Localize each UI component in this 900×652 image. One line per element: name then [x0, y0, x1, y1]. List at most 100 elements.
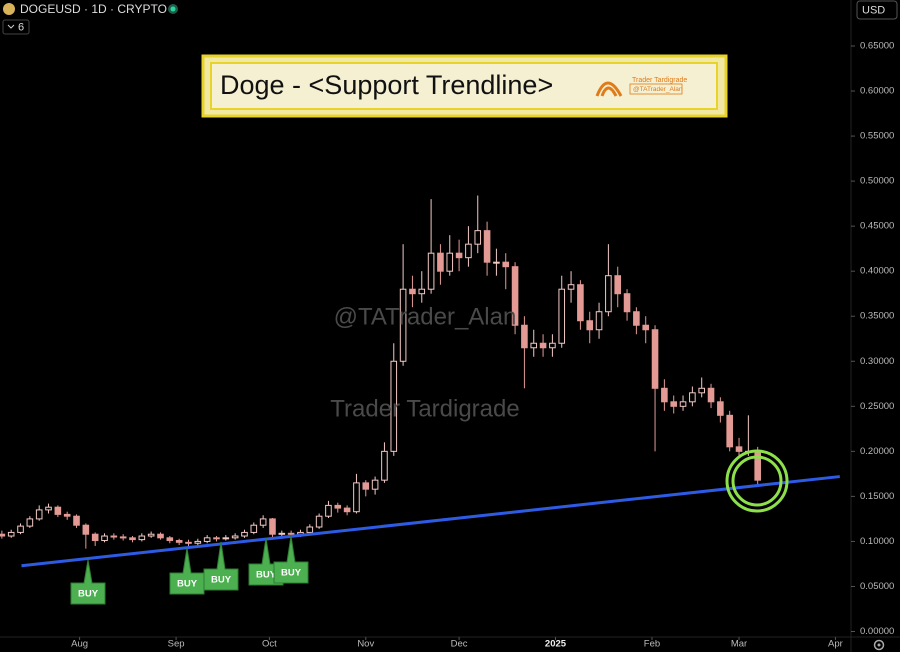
candle-body	[651, 329, 659, 389]
plot	[0, 195, 761, 549]
candle-body	[306, 526, 314, 533]
buy-marker	[273, 535, 309, 584]
buy-label: BUY	[256, 570, 277, 581]
y-tick-label: 0.00000	[860, 626, 894, 637]
candle-body	[315, 515, 323, 528]
candle-body	[343, 507, 351, 513]
banner-handle: @TATrader_Alan	[633, 86, 683, 93]
y-tick-label: 0.35000	[860, 311, 894, 322]
logo	[595, 81, 623, 97]
candle-body	[259, 518, 267, 526]
candle-body	[717, 401, 724, 416]
x-tick-label: 2025	[545, 639, 567, 650]
highlight-ring	[725, 449, 789, 513]
y-tick-label: 0.20000	[860, 446, 894, 457]
candle-body	[670, 401, 678, 407]
x-tick-label: Aug	[71, 639, 88, 650]
status-dot-inner	[170, 6, 176, 12]
y-tick-label: 0.25000	[860, 401, 894, 412]
buy-label: BUY	[211, 575, 232, 586]
candle-body	[455, 252, 463, 259]
candle-body	[567, 284, 575, 290]
candle-body	[119, 536, 127, 539]
currency-button[interactable]	[856, 0, 898, 20]
y-tick-label: 0.55000	[860, 131, 894, 142]
x-tick-label: Dec	[451, 639, 468, 650]
symbol-icon	[3, 3, 15, 15]
candle-body	[483, 230, 491, 263]
candle-body	[707, 387, 715, 403]
candle-body	[605, 275, 612, 313]
watermark: @TATrader_Alan	[334, 303, 517, 330]
candle-body	[147, 533, 155, 537]
y-tick-label: 0.60000	[860, 86, 894, 97]
candle-body	[185, 541, 192, 544]
candle-body	[502, 261, 510, 268]
candle-body	[325, 504, 332, 517]
highlight-ring	[731, 455, 783, 507]
candle-body	[409, 288, 416, 295]
candle-body	[45, 506, 52, 511]
settings-icon[interactable]	[873, 639, 885, 651]
candle-body	[82, 524, 90, 535]
buy-label: BUY	[281, 568, 302, 579]
candle-body	[698, 387, 706, 394]
candle-body	[726, 414, 733, 448]
candle-body	[642, 324, 650, 331]
buy-marker	[70, 559, 106, 605]
candle-body	[511, 266, 519, 326]
banner-brand: Trader Tardigrade	[632, 77, 687, 84]
symbol-label[interactable]: DOGEUSD · 1D · CRYPTO	[20, 2, 167, 16]
candle-body	[633, 311, 640, 326]
candle-body	[166, 537, 174, 542]
candle-body	[353, 482, 360, 513]
candle-body	[73, 515, 80, 526]
candle-body	[474, 230, 482, 245]
candle-body	[63, 513, 71, 517]
y-tick-label: 0.05000	[860, 581, 894, 592]
banner-title: Doge - <Support Trendline>	[220, 70, 553, 100]
candle-body	[530, 342, 538, 349]
candle-body	[595, 311, 603, 331]
candle-body	[689, 392, 696, 403]
buy-marker	[203, 541, 239, 591]
candle-body	[623, 293, 631, 313]
candle-body	[278, 532, 286, 535]
candle-body	[269, 518, 276, 535]
candle-body	[437, 252, 444, 272]
candle-body	[362, 482, 370, 490]
x-tick-label: Apr	[828, 639, 843, 650]
candle-body	[287, 532, 295, 535]
candle-body	[577, 284, 584, 322]
candle-body	[0, 533, 6, 537]
y-tick-label: 0.50000	[860, 176, 894, 187]
candle-body	[549, 342, 556, 349]
handle-box	[629, 83, 683, 95]
candle-body	[399, 288, 407, 362]
candle-body	[17, 525, 24, 533]
y-tick-label: 0.65000	[860, 41, 894, 52]
candle-body	[381, 450, 388, 481]
candle-body	[521, 324, 528, 349]
candle-body	[679, 401, 687, 407]
y-tick-label: 0.15000	[860, 491, 894, 502]
candle-body	[371, 479, 379, 490]
candle-body	[129, 537, 136, 541]
candle-body	[54, 506, 62, 515]
buy-marker	[169, 547, 205, 595]
candle-body	[446, 252, 454, 272]
x-tick-label: Oct	[262, 639, 277, 650]
indicator-toggle[interactable]	[2, 19, 30, 35]
candle-body	[465, 243, 472, 259]
x-tick-label: Feb	[644, 639, 660, 650]
candle-body	[157, 533, 164, 539]
candle-body	[203, 537, 211, 542]
banner: Doge - <Support Trendline> Trader Tardig…	[201, 54, 728, 118]
x-tick-label: Mar	[731, 639, 747, 650]
candle-body	[614, 275, 622, 295]
watermark: Trader Tardigrade	[330, 395, 519, 422]
candle-body	[222, 537, 230, 540]
candle-body	[7, 531, 15, 537]
buy-label: BUY	[177, 579, 198, 590]
